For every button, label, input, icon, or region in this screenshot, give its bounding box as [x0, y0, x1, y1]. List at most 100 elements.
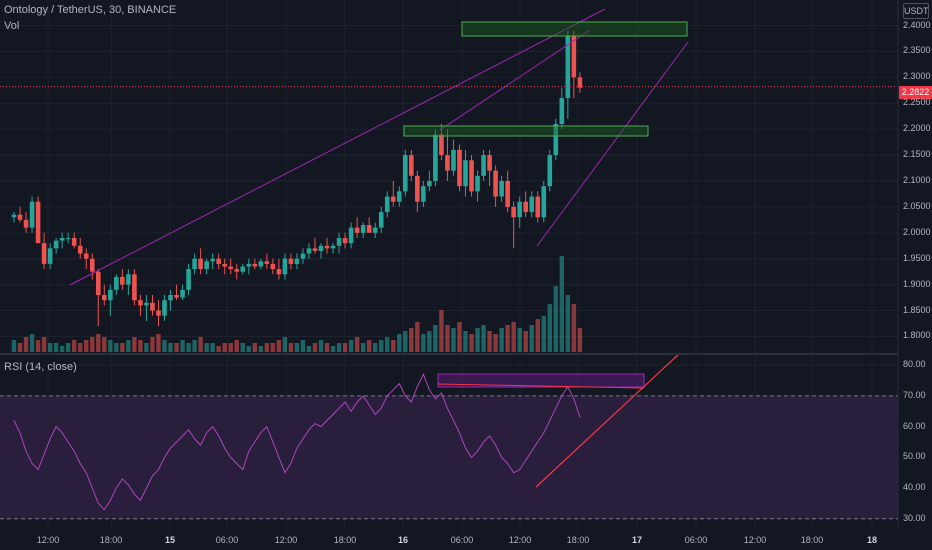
candle-body [493, 170, 498, 197]
time-tick-label: 12:00 [743, 535, 767, 545]
candle-body [258, 261, 264, 267]
rsi-line [13, 373, 581, 511]
candle [114, 274, 119, 295]
symbol-title[interactable]: Ontology / TetherUS, 30, BINANCE [4, 4, 177, 16]
candle [156, 300, 161, 327]
candle [294, 253, 300, 270]
candle [559, 87, 565, 130]
time-tick-label: 12:00 [36, 535, 60, 545]
price-tick-label: 1.9500 [903, 252, 931, 263]
volume-bar [475, 328, 480, 352]
candle [150, 295, 155, 316]
candle [372, 222, 378, 238]
candle-body [523, 201, 528, 213]
candle-body [210, 258, 215, 262]
candle-body [102, 295, 107, 301]
candle-body [132, 274, 137, 301]
candle [108, 284, 113, 316]
volume-bar [487, 331, 492, 352]
time-tick-label: 16 [397, 535, 409, 545]
candle [433, 129, 438, 187]
volume-indicator-label[interactable]: Vol [4, 20, 20, 32]
volume-bar [23, 337, 29, 352]
rsi-tick-label: 60.00 [903, 420, 926, 431]
candle [23, 212, 29, 233]
candle [138, 295, 143, 316]
volume-bar [457, 322, 462, 352]
candle [210, 253, 215, 270]
volume-bar [336, 343, 342, 352]
volume-bar [276, 340, 282, 352]
candle [192, 253, 197, 275]
current-price-badge: 2.2822 [899, 86, 932, 99]
volume-bar [210, 343, 215, 352]
candle [487, 149, 492, 187]
candle-body [276, 269, 282, 275]
volume-bar [373, 343, 378, 352]
volume-bar [348, 340, 354, 352]
candle-body [535, 196, 541, 218]
candle-body [65, 238, 71, 239]
volume-bar [41, 337, 47, 352]
candle [505, 170, 510, 213]
volume-bar [150, 337, 155, 352]
rsi-tick-label: 40.00 [903, 482, 926, 493]
candle [198, 248, 203, 275]
candle-body [451, 149, 456, 171]
candle-body [487, 155, 492, 171]
volume-bar [216, 346, 221, 352]
volume-bar [342, 343, 348, 352]
candle-body [138, 300, 143, 306]
volume-bar [318, 340, 324, 352]
candle-body [47, 248, 53, 264]
candle [342, 232, 348, 249]
candle-body [403, 155, 408, 192]
candle-body [192, 258, 197, 270]
price-tick-label: 2.4000 [903, 19, 931, 30]
candle [457, 144, 462, 192]
candle-body [252, 263, 258, 267]
candle-body [427, 181, 432, 187]
candle-body [547, 155, 553, 187]
volume-bar [379, 340, 384, 352]
candle-body [168, 295, 173, 301]
candle [95, 269, 101, 327]
candle [409, 149, 414, 181]
candle [421, 181, 426, 207]
price-tick-label: 2.2000 [903, 123, 931, 134]
volume-bar [463, 331, 468, 352]
volume-bar [511, 322, 516, 352]
currency-button[interactable]: USDT [903, 3, 929, 19]
volume-bar [541, 316, 546, 352]
volume-bar [180, 340, 185, 352]
candle-body [144, 302, 149, 306]
candle-body [517, 201, 522, 218]
candle [318, 243, 324, 259]
volume-bar [78, 343, 83, 352]
candle [264, 253, 270, 270]
time-tick-label: 06:00 [450, 535, 474, 545]
price-tick-label: 1.9000 [903, 278, 931, 289]
volume-bar [264, 343, 270, 352]
volume-bar [246, 346, 251, 352]
candle [390, 181, 396, 207]
volume-bar [565, 295, 571, 352]
volume-bar [577, 328, 583, 352]
candle [258, 258, 264, 270]
time-tick-label: 17 [631, 535, 643, 545]
candle-body [23, 219, 29, 228]
time-tick-label: 18:00 [800, 535, 824, 545]
candle [240, 263, 246, 275]
candle-body [264, 261, 270, 264]
candle-body [445, 155, 450, 171]
candle-body [198, 258, 203, 270]
support-zone [403, 125, 649, 137]
candle-body [162, 300, 167, 316]
candle-body [35, 201, 41, 244]
volume-bar [294, 343, 300, 352]
rsi-indicator-label[interactable]: RSI (14, close) [4, 361, 77, 373]
candle [463, 149, 468, 197]
candle-body [559, 98, 565, 124]
candle [102, 284, 107, 306]
